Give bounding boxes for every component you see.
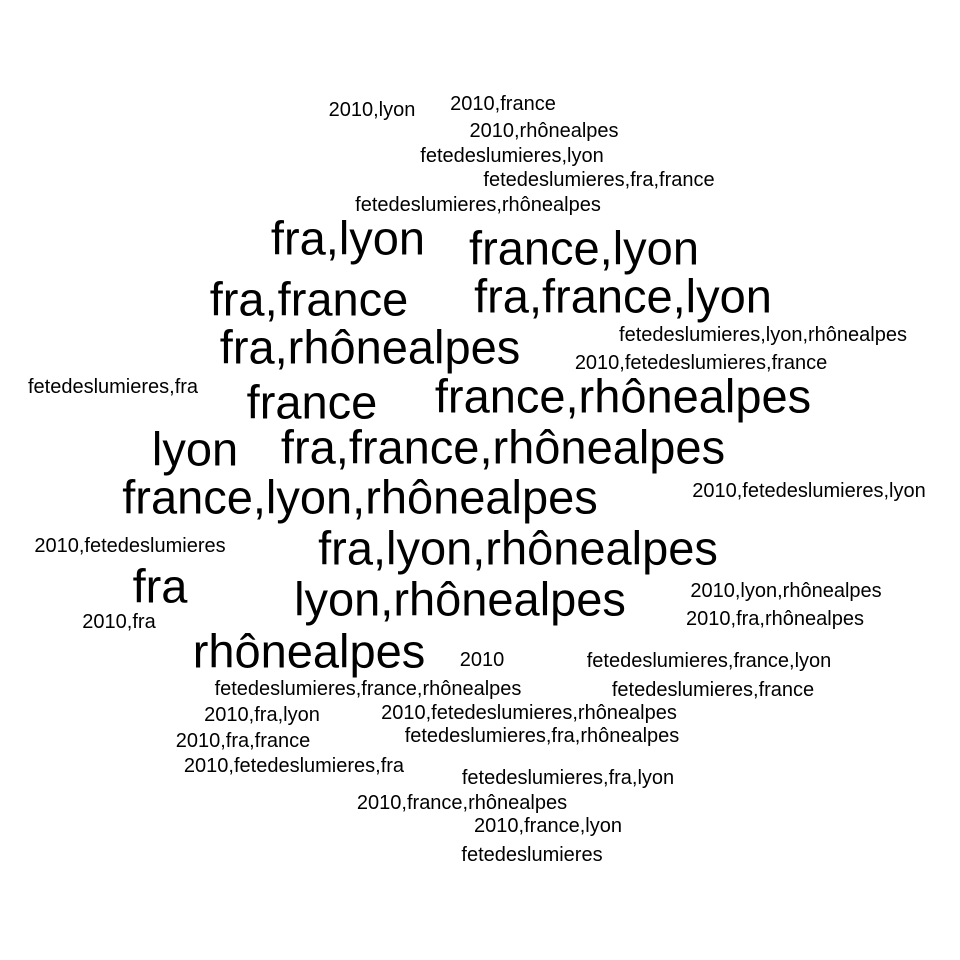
word-fetedeslumieres-rhonealpes: fetedeslumieres,rhônealpes [355, 194, 601, 216]
word-2010-fra-lyon: 2010,fra,lyon [204, 704, 320, 726]
word-2010-fetedeslumieres-france: 2010,fetedeslumieres,france [574, 352, 828, 374]
word-lyon: lyon [151, 422, 239, 476]
word-fetedeslumieres-france-lyon: fetedeslumieres,france,lyon [586, 650, 832, 672]
word-2010-fra-rhonealpes: 2010,fra,rhônealpes [686, 608, 864, 630]
word-france-rhonealpes: france,rhônealpes [434, 369, 812, 423]
word-rhonealpes: rhônealpes [192, 624, 426, 678]
word-fra-france-lyon: fra,france,lyon [474, 269, 772, 323]
word-2010-fetedeslumieres: 2010,fetedeslumieres [34, 535, 226, 557]
word-fetedeslumieres-lyon: fetedeslumieres,lyon [420, 145, 604, 167]
word-fra-lyon-rhonealpes: fra,lyon,rhônealpes [318, 521, 718, 575]
word-2010-lyon-rhonealpes: 2010,lyon,rhônealpes [690, 580, 882, 602]
word-2010-fetedeslumieres-rhonealpes: 2010,fetedeslumieres,rhônealpes [381, 702, 677, 724]
word-fra: fra [132, 559, 188, 613]
word-2010-fra: 2010,fra [82, 611, 156, 633]
word-2010-france-rhonealpes: 2010,france,rhônealpes [356, 792, 568, 814]
word-2010-lyon: 2010,lyon [328, 99, 416, 121]
word-france-lyon: france,lyon [469, 221, 699, 275]
word-france: france [246, 375, 378, 429]
word-fetedeslumieres-lyon-rhonealpes: fetedeslumieres,lyon,rhônealpes [619, 324, 907, 346]
word-france-lyon-rhonealpes: france,lyon,rhônealpes [122, 470, 598, 524]
word-2010-fetedeslumieres-fra: 2010,fetedeslumieres,fra [183, 755, 405, 777]
word-2010-fra-france: 2010,fra,france [175, 730, 311, 752]
word-fetedeslumieres-france-rhonealpes: fetedeslumieres,france,rhônealpes [214, 678, 522, 700]
word-2010-france-lyon: 2010,france,lyon [474, 815, 622, 837]
word-fetedeslumieres-fra-rhonealpes: fetedeslumieres,fra,rhônealpes [404, 725, 680, 747]
word-2010-france: 2010,france [450, 93, 556, 115]
word-fetedeslumieres-fra-lyon: fetedeslumieres,fra,lyon [461, 767, 675, 789]
word-fra-lyon: fra,lyon [270, 211, 426, 265]
word-fetedeslumieres-france: fetedeslumieres,france [611, 679, 815, 701]
word-fetedeslumieres: fetedeslumieres [461, 844, 603, 866]
word-fra-france: fra,france [209, 272, 409, 326]
word-lyon-rhonealpes: lyon,rhônealpes [294, 572, 626, 626]
word-fra-rhonealpes: fra,rhônealpes [219, 320, 521, 374]
word-2010-rhonealpes: 2010,rhônealpes [469, 120, 619, 142]
word-fra-france-rhonealpes: fra,france,rhônealpes [280, 420, 726, 474]
word-2010-fetedeslumieres-lyon: 2010,fetedeslumieres,lyon [692, 480, 926, 502]
word-fetedeslumieres-fra: fetedeslumieres,fra [27, 376, 199, 398]
word-2010: 2010 [459, 649, 505, 671]
word-fetedeslumieres-fra-france: fetedeslumieres,fra,france [483, 169, 715, 191]
